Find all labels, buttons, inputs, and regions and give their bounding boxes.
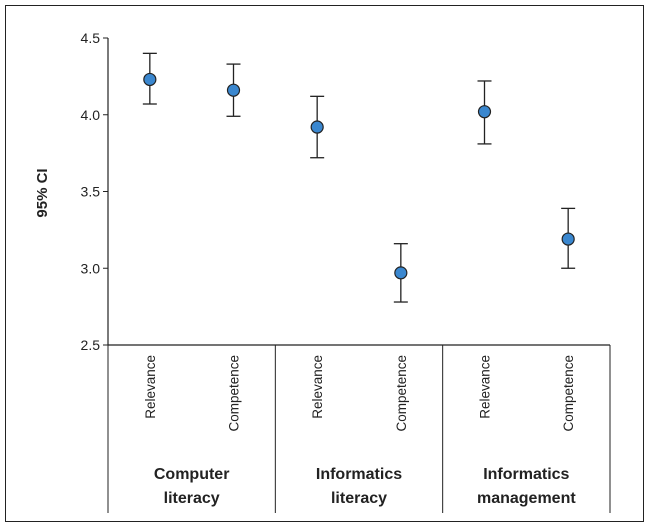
x-axis: Relevance Competence Relevance Competence Re… — [107, 344, 611, 513]
group-label-line2: literacy — [164, 490, 220, 507]
category-label: Competence — [561, 355, 576, 432]
data-point-marker — [310, 120, 324, 134]
data-points — [142, 52, 576, 303]
group-label-line2: literacy — [331, 490, 387, 507]
y-axis: 4.5 4.0 3.5 3.0 2.5 — [81, 30, 109, 353]
y-tick-label: 3.5 — [81, 184, 101, 200]
ci-point-relevance — [477, 80, 492, 145]
ci-point-competence — [226, 63, 241, 117]
data-point-marker — [561, 232, 575, 246]
category-label: Competence — [394, 355, 409, 432]
y-tick-label: 3.0 — [81, 260, 101, 276]
group-label-line1: Informatics — [316, 466, 402, 483]
ci-point-relevance — [142, 52, 157, 105]
y-axis-title: 95% CI — [34, 168, 51, 217]
group-label-line1: Informatics — [483, 466, 569, 483]
chart-frame — [5, 5, 644, 522]
data-point-marker — [477, 105, 492, 119]
ci-point-competence — [561, 207, 576, 269]
data-point-marker — [394, 266, 408, 280]
category-label: Relevance — [478, 355, 493, 419]
category-label: Competence — [227, 355, 242, 432]
category-label: Relevance — [310, 355, 325, 419]
category-label: Relevance — [143, 355, 158, 419]
group-label-line1: Computer — [154, 466, 230, 483]
y-tick-label: 4.5 — [81, 30, 101, 46]
ci-point-relevance — [310, 95, 325, 159]
y-tick-label: 2.5 — [81, 337, 101, 353]
data-point-marker — [226, 83, 241, 97]
data-point-marker — [143, 72, 157, 87]
group-label-line2: management — [477, 490, 576, 507]
ci-point-competence — [393, 243, 408, 303]
y-tick-label: 4.0 — [81, 107, 101, 123]
